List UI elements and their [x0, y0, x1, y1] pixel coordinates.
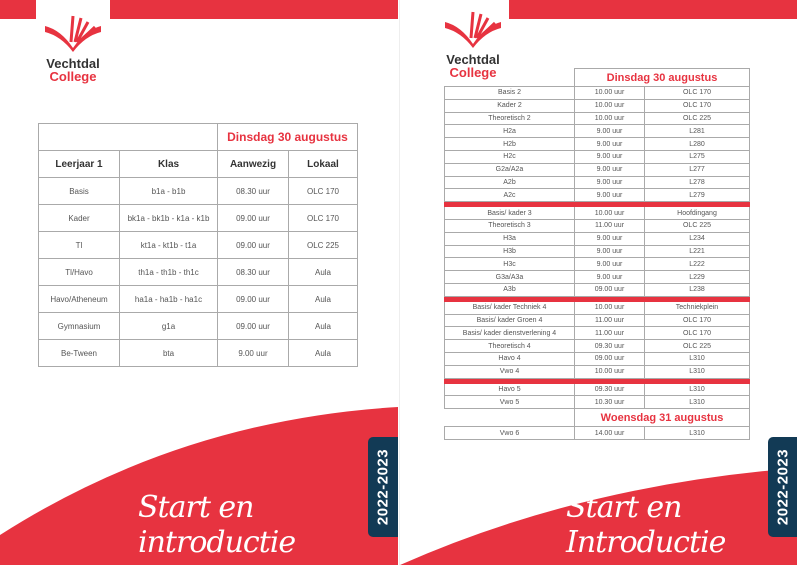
red-wave: [400, 468, 797, 565]
year-text: 2022-2023: [374, 448, 392, 526]
table-row: Vwo 5 10.30 uur L310: [444, 395, 750, 410]
table-cell: 9.00 uur: [217, 339, 289, 367]
schedule-table: Dinsdag 30 augustus Leerjaar 1 Klas Aanwez…: [38, 123, 358, 367]
table-cell: g1a: [119, 312, 218, 340]
table-cell: bk1a - bk1b - k1a - k1b: [119, 204, 218, 232]
table-cell: Tl/Havo: [38, 258, 120, 286]
table-cell: Tl: [38, 231, 120, 259]
year-badge: 2022-2023: [368, 437, 398, 537]
right-page: Vechtdal College Dinsdag 30 augustus Basi…: [399, 0, 797, 565]
table-cell: Kader: [38, 204, 120, 232]
group-separator: [444, 295, 750, 302]
table-cell: 09.00 uur: [217, 204, 289, 232]
table-row: Theoretisch 3 11.00 uur OLC 225: [444, 218, 750, 233]
table-cell: Havo/Atheneum: [38, 285, 120, 313]
table-row: H2c 9.00 uur L275: [444, 149, 750, 164]
day-heading: Dinsdag 30 augustus: [574, 68, 750, 87]
table-row: H3a 9.00 uur L234: [444, 231, 750, 246]
table-cell: Be-Tween: [38, 339, 120, 367]
table-cell: kt1a - kt1b - t1a: [119, 231, 218, 259]
table-row: Be-Tween bta 9.00 uur Aula: [38, 339, 358, 367]
table-cell: OLC 170: [288, 177, 358, 205]
red-wave: [0, 407, 398, 565]
table-row: Kader bk1a - bk1b - k1a - k1b 09.00 uur OLC…: [38, 204, 358, 232]
table-cell: Basis: [38, 177, 120, 205]
logo-text: College: [49, 69, 97, 84]
logo: Vechtdal College: [33, 12, 113, 83]
book-logo-icon: [445, 11, 501, 48]
column-header: Leerjaar 1: [38, 150, 120, 178]
top-bar: [509, 0, 797, 19]
table-row: Kader 2 10.00 uur OLC 170: [444, 98, 750, 113]
left-page: Vechtdal College Dinsdag 30 augustus Lee…: [0, 0, 398, 565]
table-cell: b1a - b1b: [119, 177, 218, 205]
table-cell: Aula: [288, 285, 358, 313]
table-row: Basis b1a - b1b 08.30 uur OLC 170: [38, 177, 358, 205]
logo-text: Vechtdal: [446, 52, 500, 67]
column-header: Lokaal: [288, 150, 358, 178]
top-bar: [0, 0, 36, 19]
book-logo-icon: [45, 15, 101, 52]
group-separator: [444, 377, 750, 384]
table-cell: 14.00 uur: [574, 426, 645, 440]
day-heading: Woensdag 31 augustus: [574, 408, 750, 428]
table-cell: L310: [644, 426, 750, 440]
table-row: Vwo 6 14.00 uur L310: [444, 426, 750, 440]
table-row: Havo/Atheneum ha1a - ha1b - ha1c 09.00 uur…: [38, 285, 358, 313]
table-row: Basis/ kader 3 10.00 uur Hoofdingang: [444, 206, 750, 220]
year-text: 2022-2023: [774, 448, 792, 526]
table-cell: 09.00 uur: [217, 231, 289, 259]
top-bar: [110, 0, 398, 19]
brochure-title: Start en Introductie: [566, 490, 726, 560]
brochure-title: Start en introductie: [138, 490, 296, 560]
table-cell: Aula: [288, 339, 358, 367]
table-row: Tl/Havo th1a - th1b - th1c 08.30 uur Aula: [38, 258, 358, 286]
table-cell: 08.30 uur: [217, 258, 289, 286]
logo-text: Vechtdal: [46, 56, 100, 71]
table-row: Havo 5 09.30 uur L310: [444, 382, 750, 397]
table-row: Gymnasium g1a 09.00 uur Aula: [38, 312, 358, 340]
schedule-table: Dinsdag 30 augustus Basis 2 10.00 uur OLC 1…: [444, 68, 750, 440]
year-badge: 2022-2023: [768, 437, 797, 537]
table-row: Theoretisch 2 10.00 uur OLC 225: [444, 111, 750, 126]
group-separator: [444, 201, 750, 208]
table-cell: ha1a - ha1b - ha1c: [119, 285, 218, 313]
table-row: Tl kt1a - kt1b - t1a 09.00 uur OLC 225: [38, 231, 358, 259]
table-row: Vwo 4 10.00 uur L310: [444, 364, 750, 379]
table-cell: bta: [119, 339, 218, 367]
